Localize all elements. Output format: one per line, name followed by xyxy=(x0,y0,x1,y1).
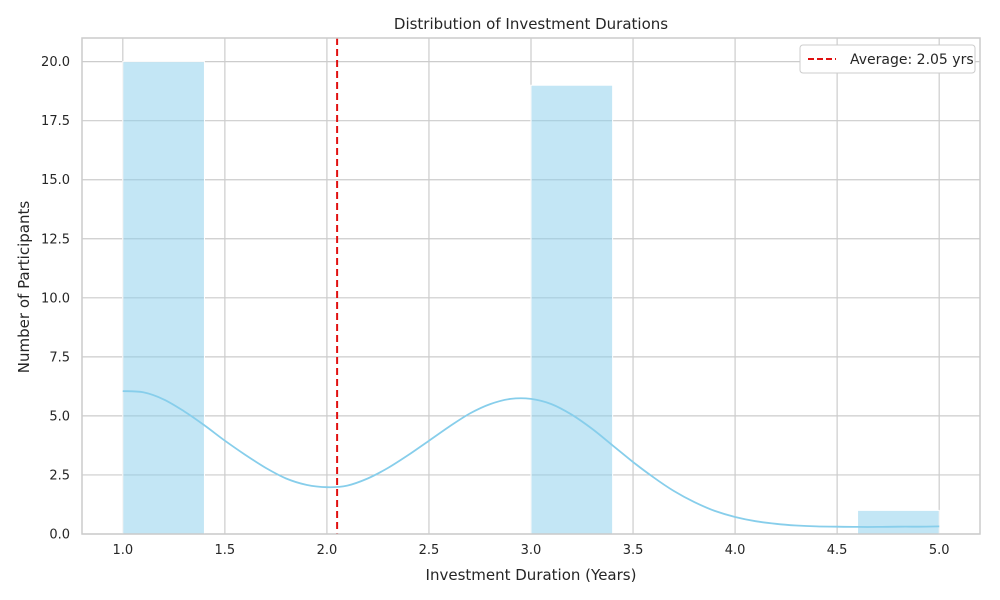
x-tick-label: 4.0 xyxy=(725,543,746,558)
x-tick-label: 2.5 xyxy=(419,543,440,558)
y-tick-label: 20.0 xyxy=(41,55,70,70)
plot-frame xyxy=(81,37,981,535)
x-tick-label: 4.5 xyxy=(827,543,848,558)
bars-layer xyxy=(122,61,940,535)
x-tick-label: 5.0 xyxy=(929,543,950,558)
x-tick-label: 1.5 xyxy=(215,543,236,558)
ticks-layer: 1.0 1.5 2.0 2.5 3.0 3.5 4.0 4.5 5.0 0.0 2.5 5.0 7.5 1… xyxy=(41,55,949,558)
kde-curve xyxy=(122,390,940,528)
y-axis-label: Number of Participants xyxy=(15,201,33,374)
y-tick-label: 17.5 xyxy=(41,114,70,129)
y-tick-label: 12.5 xyxy=(41,232,70,247)
kde-layer xyxy=(122,390,940,528)
y-tick-label: 2.5 xyxy=(49,468,70,483)
legend-box xyxy=(799,44,976,74)
legend-average-label: Average: 2.05 yrs xyxy=(850,52,974,68)
legend: Average: 2.05 yrs xyxy=(799,44,976,74)
histogram-bar xyxy=(530,84,614,535)
histogram-bar xyxy=(857,509,940,535)
y-tick-label: 10.0 xyxy=(41,291,70,306)
chart-title: Distribution of Investment Durations xyxy=(394,15,668,33)
x-axis-label: Investment Duration (Years) xyxy=(426,566,637,584)
y-tick-label: 15.0 xyxy=(41,173,70,188)
x-tick-label: 3.0 xyxy=(521,543,542,558)
y-tick-label: 7.5 xyxy=(49,350,70,365)
x-tick-label: 1.0 xyxy=(112,543,133,558)
y-tick-label: 5.0 xyxy=(49,409,70,424)
histogram-bar xyxy=(122,61,205,535)
x-tick-label: 2.0 xyxy=(317,543,338,558)
x-tick-label: 3.5 xyxy=(623,543,644,558)
y-tick-label: 0.0 xyxy=(49,528,70,543)
